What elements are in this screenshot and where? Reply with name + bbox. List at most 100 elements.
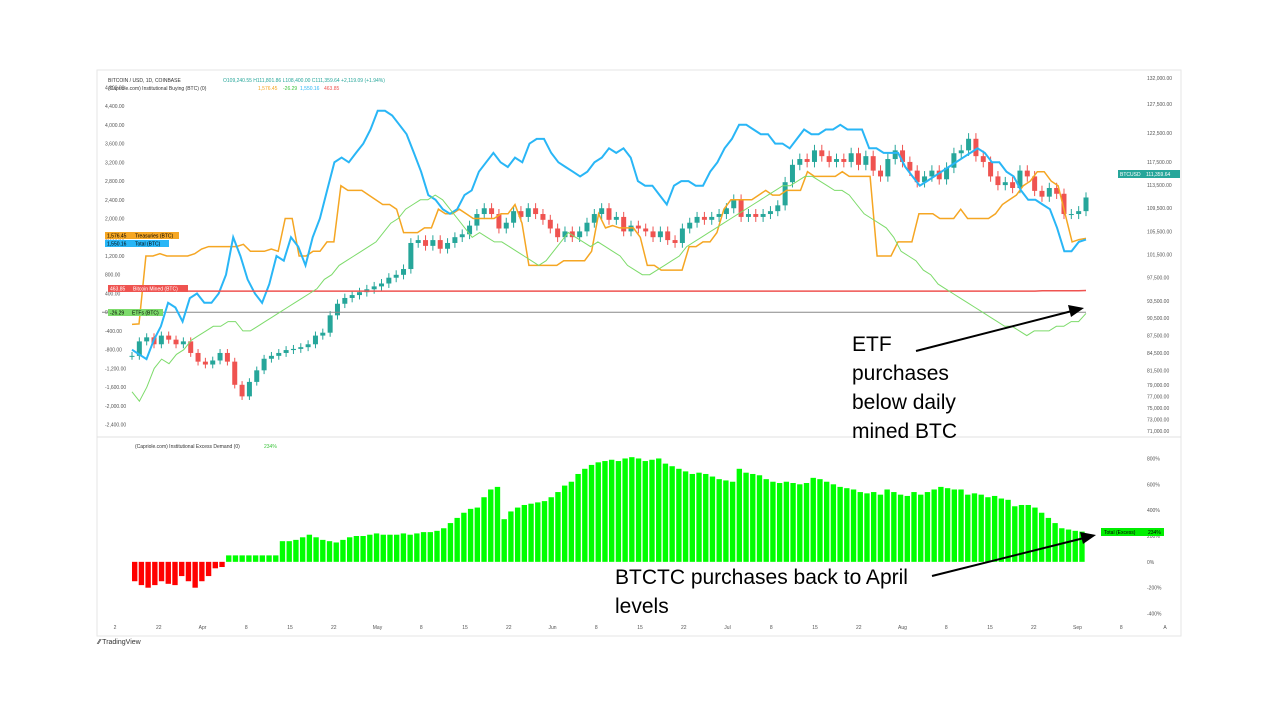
left-axis-tick: 3,200.00 bbox=[105, 160, 125, 166]
label-mined-value: 463.85 bbox=[110, 287, 126, 293]
lower-axis-tick: -200% bbox=[1147, 586, 1162, 592]
candle-body bbox=[415, 240, 421, 243]
excess-demand-bar bbox=[609, 459, 615, 562]
excess-demand-bar bbox=[985, 497, 991, 562]
lower-pane-title: (Capriole.com) Institutional Excess Dema… bbox=[135, 444, 240, 450]
excess-demand-bar bbox=[1059, 528, 1065, 562]
left-axis-tick: 400.00 bbox=[105, 291, 121, 297]
excess-demand-bar bbox=[400, 533, 407, 562]
label-total-name: Total (BTC) bbox=[135, 242, 161, 248]
left-axis-tick: 4,400.00 bbox=[105, 104, 125, 110]
excess-demand-bar bbox=[179, 561, 185, 577]
candle-body bbox=[833, 159, 839, 162]
excess-demand-bar bbox=[561, 485, 568, 562]
excess-demand-bar bbox=[991, 495, 998, 562]
candle-body bbox=[283, 350, 289, 353]
annotation-arrow-etf bbox=[915, 305, 1084, 352]
candle-body bbox=[944, 167, 950, 180]
excess-demand-bar bbox=[367, 534, 373, 562]
excess-demand-bar bbox=[790, 483, 796, 562]
candle-body bbox=[232, 361, 238, 385]
excess-demand-bar bbox=[286, 541, 292, 562]
excess-demand-bar bbox=[884, 489, 890, 562]
candle-body bbox=[1032, 176, 1038, 191]
candle-body bbox=[848, 153, 854, 162]
excess-demand-bar bbox=[810, 477, 816, 562]
candle-body bbox=[290, 348, 296, 351]
left-axis-tick: 3,600.00 bbox=[105, 142, 125, 148]
candle-body bbox=[166, 335, 172, 340]
candle-body bbox=[621, 216, 627, 232]
excess-demand-bar bbox=[877, 494, 884, 562]
excess-demand-bar bbox=[158, 561, 165, 582]
right-axis-tick: 101,500.00 bbox=[1147, 253, 1172, 259]
total-line bbox=[131, 109, 1087, 361]
candle-body bbox=[327, 315, 333, 333]
excess-demand-bar bbox=[514, 507, 521, 562]
label-btc-price-value: 111,359.64 bbox=[1146, 172, 1171, 178]
excess-demand-bar bbox=[958, 489, 964, 562]
excess-demand-bar bbox=[306, 534, 313, 562]
candle-body bbox=[1002, 182, 1008, 186]
excess-demand-bar bbox=[951, 489, 957, 562]
excess-demand-bar bbox=[205, 561, 212, 577]
excess-demand-bar bbox=[548, 497, 554, 562]
excess-demand-bar bbox=[521, 504, 528, 562]
candle-body bbox=[298, 347, 304, 349]
annotation-btctc: BTCTC purchases back to April levels bbox=[615, 563, 908, 621]
excess-demand-bar bbox=[871, 492, 877, 562]
x-axis: 2 22 Apr 8 15 22 May 8 15 22 Jun 8 15 22 Jul 8 15 22 Aug 8 1… bbox=[114, 625, 1168, 631]
excess-demand-bar bbox=[622, 458, 628, 562]
label-treasuries-value: 1,576.45 bbox=[107, 234, 127, 240]
candle-body bbox=[342, 297, 348, 304]
excess-demand-bar bbox=[246, 555, 252, 562]
excess-demand-bar bbox=[293, 539, 299, 562]
candle-body bbox=[1076, 211, 1082, 215]
left-axis-tick: 800.00 bbox=[105, 273, 121, 279]
excess-demand-bar bbox=[219, 561, 225, 568]
tradingview-logo: ⁄⁄ TradingView bbox=[98, 639, 141, 646]
excess-demand-bar bbox=[414, 533, 420, 562]
candle-body bbox=[767, 211, 773, 215]
candle-body bbox=[738, 199, 744, 217]
excess-demand-bar bbox=[904, 495, 910, 562]
lower-axis-tick: -400% bbox=[1147, 612, 1162, 618]
excess-demand-bar bbox=[1065, 529, 1072, 562]
candle-body bbox=[195, 352, 201, 362]
candle-body bbox=[599, 208, 605, 215]
x-axis-tick: 22 bbox=[856, 625, 862, 631]
excess-demand-bar bbox=[864, 493, 870, 562]
right-axis-tick: 97,500.00 bbox=[1147, 276, 1169, 282]
candle-body bbox=[635, 225, 641, 229]
excess-demand-bar bbox=[138, 561, 145, 586]
excess-demand-bar bbox=[474, 507, 480, 562]
candle-body bbox=[144, 337, 150, 342]
excess-demand-bar bbox=[501, 519, 507, 562]
candle-body bbox=[878, 170, 884, 177]
right-axis-tick: 117,500.00 bbox=[1147, 160, 1172, 166]
left-axis-tick: -2,400.00 bbox=[105, 423, 126, 429]
candle-body bbox=[401, 269, 407, 275]
right-axis-tick: 127,500.00 bbox=[1147, 102, 1172, 108]
candle-body bbox=[254, 370, 260, 382]
left-axis-tick: -1,200.00 bbox=[105, 366, 126, 372]
annotation-btctc-line: levels bbox=[615, 595, 669, 618]
excess-demand-bar bbox=[689, 473, 695, 562]
right-axis-tick: 87,500.00 bbox=[1147, 334, 1169, 340]
candle-body bbox=[613, 216, 619, 220]
candle-body bbox=[577, 231, 583, 238]
candle-body bbox=[547, 219, 553, 229]
candle-body bbox=[533, 208, 539, 215]
excess-demand-bar bbox=[588, 464, 595, 562]
excess-demand-bar bbox=[924, 492, 931, 562]
candle-body bbox=[745, 214, 751, 217]
candle-body bbox=[217, 352, 223, 361]
candle-body bbox=[474, 214, 480, 226]
excess-demand-bar bbox=[931, 489, 937, 562]
excess-demand-bar bbox=[199, 561, 205, 582]
right-axis-tick: 109,500.00 bbox=[1147, 206, 1172, 212]
label-total-value: 1,550.16 bbox=[107, 242, 127, 248]
annotation-etf-line: below daily bbox=[852, 391, 956, 414]
candle-body bbox=[210, 360, 216, 365]
